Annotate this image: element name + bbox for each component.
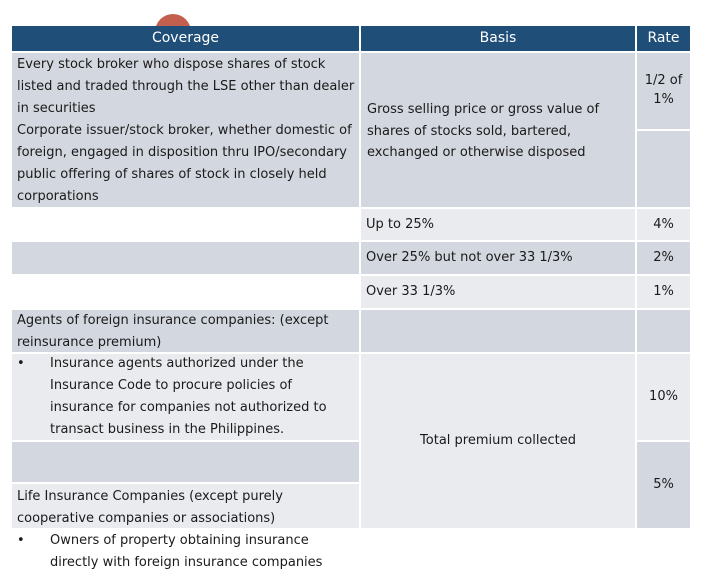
bullet-property-owners: • Owners of property obtaining insurance… (12, 530, 359, 574)
stock-coverage-cell (12, 53, 359, 207)
insurance-basis-text: Total premium collected (420, 433, 576, 448)
insurance-coverage-bg-low (12, 442, 359, 482)
tier-rate-2: 2% (637, 242, 690, 274)
stock-basis-text: Gross selling price or gross value of sh… (367, 102, 600, 160)
stock-basis-cell (361, 53, 635, 207)
header-rate: Rate (637, 26, 690, 51)
foreign-agents-label: Agents of foreign insurance companies: (… (17, 313, 329, 350)
insurance-coverage-bg-top (12, 310, 359, 352)
stock-rate-divider (637, 129, 690, 131)
corporate-issuer-coverage: Corporate issuer/stock broker, whether d… (17, 123, 352, 204)
stock-broker-coverage: Every stock broker who dispose shares of… (17, 57, 355, 116)
insurance-rate-bg-top (637, 310, 690, 352)
tier-coverage-blank-2 (12, 242, 359, 274)
insurance-basis-bg (361, 354, 635, 528)
bullet-insurance-agents: • Insurance agents authorized under the … (12, 353, 359, 441)
header-basis: Basis (361, 26, 635, 51)
bullet-text: Owners of property obtaining insurance d… (50, 533, 323, 570)
insurance-basis-bg-top (361, 310, 635, 352)
tier-basis-2: Over 25% but not over 33 1/3% (361, 242, 635, 274)
insurance-coverage-bg-bottom (12, 484, 359, 528)
foreign-agents-rate: 10% (649, 389, 678, 404)
bullet-marker: • (17, 533, 25, 548)
bullet-text: Insurance agents authorized under the In… (50, 356, 327, 437)
bullet-marker: • (17, 356, 25, 371)
tier-coverage-blank-1 (12, 209, 359, 240)
tier-rate-3: 1% (637, 276, 690, 308)
insurance-rate-bg-mid (637, 354, 690, 440)
insurance-rate-bg-low (637, 442, 690, 528)
tier-rate-1: 4% (637, 209, 690, 240)
life-insurance-label: Life Insurance Companies (except purely … (17, 489, 283, 526)
insurance-coverage-bg-mid (12, 354, 359, 440)
life-insurance-rate: 5% (653, 477, 674, 492)
header-coverage: Coverage (12, 26, 359, 51)
tier-coverage-blank-3 (12, 276, 359, 308)
stock-rate-text: 1/2 of 1% (644, 73, 683, 107)
tier-basis-3: Over 33 1/3% (361, 276, 635, 308)
tier-basis-1: Up to 25% (361, 209, 635, 240)
